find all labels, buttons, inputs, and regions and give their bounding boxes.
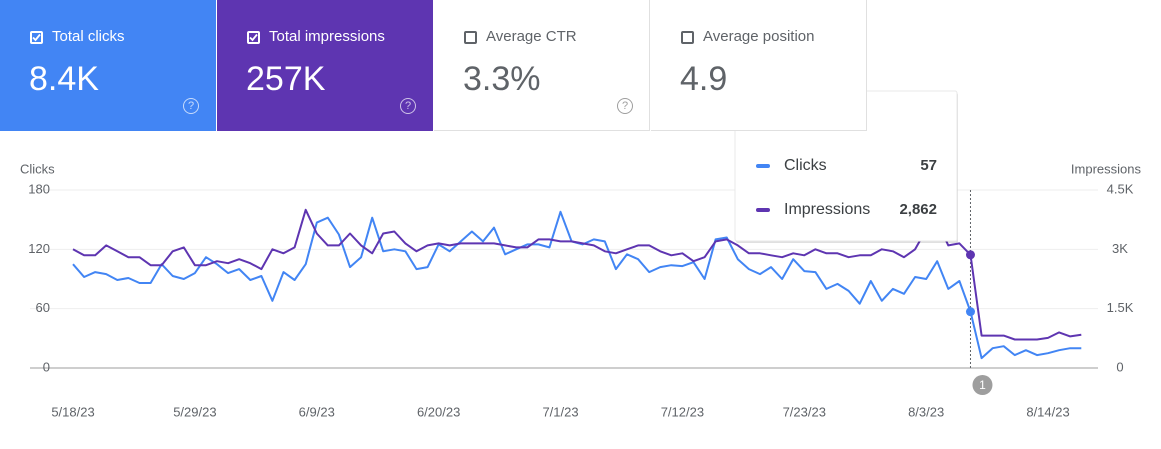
x-tick-label: 8/3/23	[908, 404, 944, 419]
hover-point	[965, 250, 975, 260]
y2-tick-label: 1.5K	[1107, 300, 1134, 315]
help-icon[interactable]: ?	[183, 98, 199, 114]
series-line	[72, 208, 1082, 341]
metric-value: 257K	[246, 60, 326, 98]
checkbox[interactable]	[464, 31, 477, 44]
x-tick-label: 7/1/23	[542, 404, 578, 419]
annotation-marker	[972, 375, 993, 395]
x-tick-label: 8/14/23	[1026, 404, 1069, 419]
metric-label: Total impressions	[269, 28, 385, 45]
tooltip-value: 2,862	[899, 201, 937, 218]
y-tick-label: 0	[43, 359, 50, 374]
x-tick-label: 6/20/23	[417, 404, 460, 419]
y2-tick-label: 0	[1116, 359, 1123, 374]
metric-value: 3.3%	[463, 60, 541, 98]
x-tick-label: 5/18/23	[51, 404, 94, 419]
x-tick-label: 7/12/23	[661, 404, 704, 419]
y2-tick-label: 4.5K	[1107, 181, 1134, 196]
metric-label: Total clicks	[52, 28, 125, 45]
metric-card[interactable]: Average position 4.9	[651, 0, 867, 131]
y2-axis-title: Impressions	[1071, 161, 1142, 176]
metric-label: Average position	[703, 28, 815, 45]
help-icon[interactable]: ?	[400, 98, 416, 114]
tooltip-series-name: Clicks	[784, 157, 827, 174]
tooltip-series-name: Impressions	[784, 201, 870, 218]
metric-value: 8.4K	[29, 60, 99, 98]
y-tick-label: 60	[36, 300, 50, 315]
y-tick-label: 180	[28, 181, 50, 196]
x-tick-label: 6/9/23	[299, 404, 335, 419]
y-axis-title: Clicks	[20, 161, 55, 176]
x-tick-label: 5/29/23	[173, 404, 216, 419]
y2-tick-label: 3K	[1112, 241, 1128, 256]
checkbox[interactable]	[30, 31, 43, 44]
check-mark	[249, 33, 258, 42]
help-icon[interactable]: ?	[617, 98, 633, 114]
check-mark	[32, 33, 41, 42]
annotation-label: 1	[979, 378, 986, 392]
metric-value: 4.9	[680, 60, 728, 98]
checkbox[interactable]	[247, 31, 260, 44]
x-tick-label: 7/23/23	[783, 404, 826, 419]
y-tick-label: 120	[28, 241, 50, 256]
metric-card[interactable]: Total clicks 8.4K?	[0, 0, 216, 131]
metric-label: Average CTR	[486, 28, 577, 45]
metric-card[interactable]: Total impressions 257K?	[217, 0, 433, 131]
metric-card[interactable]: Average CTR 3.3%?	[434, 0, 650, 131]
hover-point	[965, 307, 975, 317]
tooltip-value: 57	[920, 157, 937, 174]
checkbox[interactable]	[681, 31, 694, 44]
